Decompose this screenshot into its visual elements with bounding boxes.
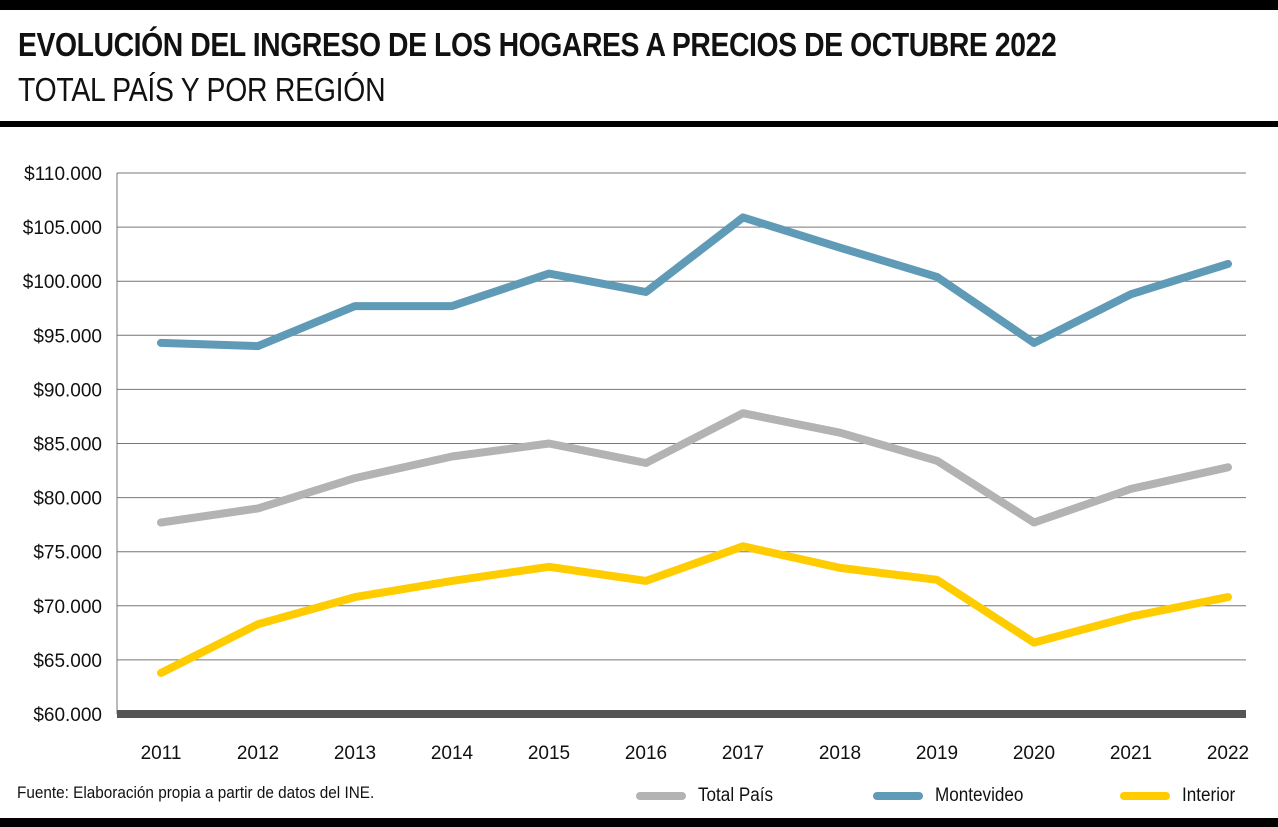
y-tick-label: $75.000: [33, 543, 102, 564]
source-note: Fuente: Elaboración propia a partir de d…: [17, 783, 375, 802]
y-tick-label: $105.000: [23, 218, 102, 239]
x-tick-label: 2012: [237, 743, 279, 764]
legend-swatch-interior: [1120, 792, 1170, 800]
series-line-montevideo: [157, 213, 1232, 351]
y-tick-label: $90.000: [33, 380, 102, 401]
series-line-total-pais: [157, 409, 1232, 527]
top-border-bar: [0, 0, 1278, 10]
y-tick-label: $110.000: [24, 164, 102, 185]
x-tick-label: 2015: [528, 743, 570, 764]
x-tick-label: 2014: [431, 743, 474, 764]
legend-item-total-pais: Total País: [636, 783, 781, 809]
legend-label-total-pais: Total País: [698, 785, 774, 806]
x-tick-label: 2021: [1110, 743, 1152, 764]
y-tick-label: $60.000: [33, 705, 102, 726]
x-tick-label: 2016: [625, 743, 667, 764]
y-tick-label: $85.000: [33, 435, 102, 456]
y-tick-label: $80.000: [33, 489, 102, 510]
legend-swatch-montevideo: [873, 792, 923, 800]
legend-label-montevideo: Montevideo: [935, 785, 1024, 806]
legend-item-interior: Interior: [1120, 783, 1241, 809]
x-tick-label: 2020: [1013, 743, 1055, 764]
x-tick-label: 2019: [916, 743, 958, 764]
series-lines: [157, 213, 1232, 677]
chart-subtitle: TOTAL PAÍS Y POR REGIÓN: [18, 71, 386, 108]
series-line-interior: [157, 542, 1232, 677]
y-tick-label: $70.000: [33, 597, 102, 618]
x-tick-label: 2013: [334, 743, 376, 764]
x-tick-label: 2017: [722, 743, 764, 764]
legend-swatch-total-pais: [636, 792, 686, 800]
y-tick-label: $95.000: [33, 326, 102, 347]
header-divider: [0, 121, 1278, 127]
y-tick-label: $65.000: [33, 651, 102, 672]
bottom-border-bar: [0, 818, 1278, 827]
chart-title: EVOLUCIÓN DEL INGRESO DE LOS HOGARES A P…: [18, 26, 1057, 63]
y-axis-labels: $110.000 $105.000 $100.000 $95.000 $90.000 $8…: [23, 164, 102, 726]
x-tick-label: 2011: [141, 743, 182, 764]
x-tick-label: 2022: [1207, 743, 1249, 764]
legend-label-interior: Interior: [1182, 785, 1236, 806]
x-tick-label: 2018: [819, 743, 861, 764]
x-axis-labels: 2011 2012 2013 2014 2015 2016 2017 2018 2019 2020…: [141, 743, 1250, 764]
y-tick-label: $100.000: [23, 272, 102, 293]
legend-item-montevideo: Montevideo: [873, 783, 1033, 809]
